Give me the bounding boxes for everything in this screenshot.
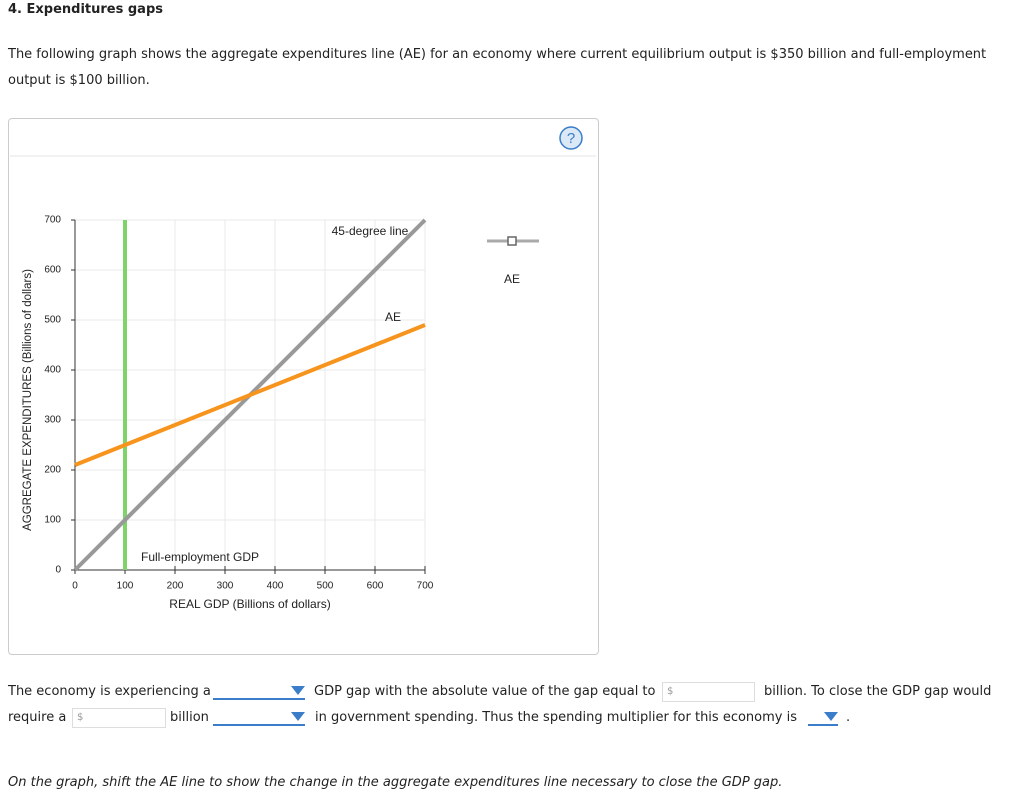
question-text: require a (8, 710, 67, 725)
x-tick-label: 600 (367, 581, 384, 592)
multiplier-dropdown[interactable] (808, 712, 838, 726)
graph-frame (8, 118, 599, 655)
y-tick-label: 100 (44, 515, 61, 526)
currency: $ (77, 712, 84, 723)
legend-item[interactable]: AE (487, 236, 539, 286)
x-tick-label: 0 (72, 581, 78, 592)
y-tick-label: 500 (44, 315, 61, 326)
x-tick-label: 700 (417, 581, 434, 592)
question-text: GDP gap with the absolute value of the g… (314, 684, 656, 699)
x-tick-label: 400 (267, 581, 284, 592)
change-dropdown[interactable] (213, 712, 305, 726)
question-text: billion. To close the GDP gap would (764, 684, 992, 699)
question-text: The economy is experiencing a (8, 684, 211, 699)
line-annotation: 45-degree line (332, 224, 409, 238)
question-text: in government spending. Thus the spendin… (315, 710, 797, 725)
x-axis-title: REAL GDP (Billions of dollars) (169, 597, 330, 611)
y-tick-label: 0 (55, 565, 61, 576)
line-annotation: AE (385, 310, 401, 324)
question-text: . (846, 710, 851, 725)
currency: $ (667, 686, 674, 697)
instruction: On the graph, shift the AE line to show … (8, 775, 783, 790)
gap-input[interactable]: $ (662, 682, 755, 702)
y-tick-label: 600 (44, 265, 61, 276)
intro: The following graph shows the aggregate … (8, 47, 987, 88)
heading: 4. Expenditures gaps (8, 2, 163, 17)
y-axis-title: AGGREGATE EXPENDITURES (Billions of doll… (22, 269, 34, 531)
legend-label: AE (504, 272, 520, 286)
svg-text:?: ? (567, 130, 575, 147)
help-icon[interactable]: ? (559, 126, 583, 150)
line-annotation: Full-employment GDP (141, 550, 259, 564)
x-tick-label: 500 (317, 581, 334, 592)
series-line (74, 323, 426, 467)
y-tick-label: 200 (44, 465, 61, 476)
x-tick-label: 100 (117, 581, 134, 592)
spending-input[interactable]: $ (72, 708, 166, 728)
x-tick-label: 200 (167, 581, 184, 592)
y-tick-label: 700 (44, 215, 61, 226)
y-tick-label: 400 (44, 365, 61, 376)
plot: 0 100 200 300 400 500 600 700 0 100 200 300 400 500 60… (44, 215, 433, 592)
x-tick-label: 300 (217, 581, 234, 592)
y-tick-label: 300 (44, 415, 61, 426)
question-text: billion (170, 710, 209, 725)
gap-type-dropdown[interactable] (213, 686, 305, 700)
